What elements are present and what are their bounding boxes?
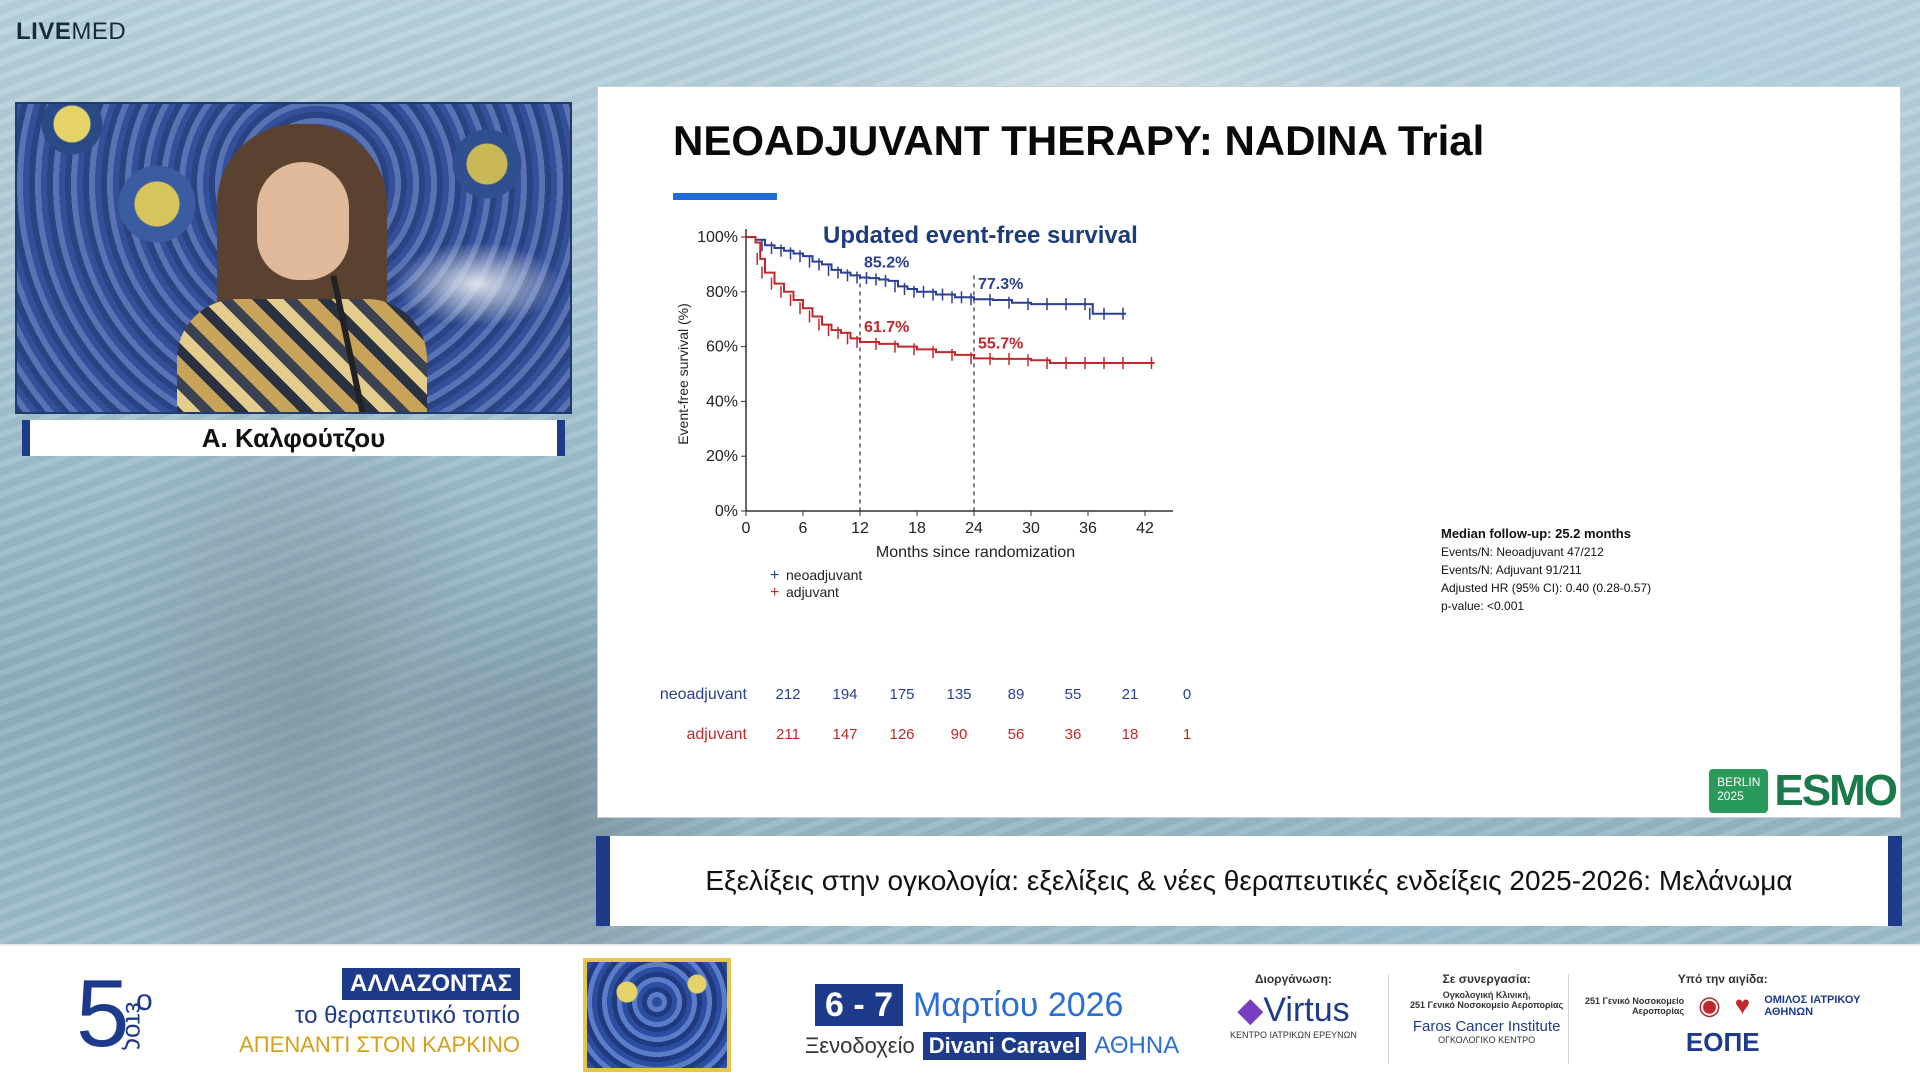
event-dates: 6 - 7 Μαρτίου 2026 (815, 984, 1123, 1026)
y-axis-label: Event-free survival (%) (675, 303, 691, 445)
legend-label: adjuvant (786, 584, 839, 600)
survival-rate-label: 55.7% (978, 335, 1023, 352)
survival-rate-label: 61.7% (864, 319, 909, 336)
legend-label: neoadjuvant (786, 567, 862, 583)
x-tick-label: 18 (908, 520, 926, 537)
y-tick-label: 20% (706, 448, 738, 465)
stats-line: p-value: <0.001 (1441, 599, 1524, 613)
speaker-figure (177, 124, 427, 412)
risk-count: 1 (1183, 726, 1191, 743)
esmo-logo: BERLIN 2025 ESMO (1709, 769, 1898, 813)
km-curve-neoadjuvant (746, 236, 1126, 315)
x-tick-label: 0 (742, 520, 751, 537)
stats-line: Adjusted HR (95% CI): 0.40 (0.28-0.57) (1441, 581, 1651, 595)
partner: Σε συνεργασία: Ογκολογική Κλινική, 251 Γ… (1410, 972, 1564, 1045)
chart-title: Updated event-free survival (823, 222, 1138, 249)
starry-night-image (583, 958, 731, 1072)
risk-count: 36 (1065, 726, 1082, 743)
title-underline (673, 193, 777, 200)
x-tick-label: 6 (799, 520, 808, 537)
risk-count: 212 (775, 686, 800, 703)
risk-count: 21 (1122, 686, 1139, 703)
edition-number: 5 (76, 960, 130, 1067)
stats-line: Events/N: Neoadjuvant 47/212 (1441, 545, 1604, 559)
risk-count: 175 (889, 686, 914, 703)
risk-count: 0 (1183, 686, 1191, 703)
risk-count: 18 (1122, 726, 1139, 743)
risk-count: 135 (946, 686, 971, 703)
survival-rate-label: 85.2% (864, 255, 909, 272)
footer-banner: 5 ο έτος ΑΛΛΑΖΟΝΤΑΣ το θεραπευτικό τοπίο… (0, 944, 1920, 1080)
risk-count: 211 (776, 726, 800, 743)
legend-marker: + (770, 584, 779, 601)
risk-count: 56 (1008, 726, 1025, 743)
session-caption: Εξελίξεις στην ογκολογία: εξελίξεις & νέ… (596, 836, 1902, 926)
risk-count: 147 (832, 726, 857, 743)
y-tick-label: 0% (715, 503, 738, 520)
event-slogan: ΑΛΛΑΖΟΝΤΑΣ το θεραπευτικό τοπίο ΑΠΕΝΑΝΤΙ… (239, 968, 520, 1057)
y-tick-label: 80% (706, 284, 738, 301)
y-tick-label: 40% (706, 393, 738, 410)
risk-row-label: adjuvant (687, 726, 748, 743)
km-curve-adjuvant (746, 236, 1155, 365)
stats-line: Events/N: Adjuvant 91/211 (1441, 563, 1582, 577)
x-tick-label: 12 (851, 520, 869, 537)
survival-rate-label: 77.3% (978, 276, 1023, 293)
x-tick-label: 36 (1079, 520, 1097, 537)
auspices: Υπό την αιγίδα: 251 Γενικό Νοσοκομείο Αερ… (1585, 972, 1861, 1057)
km-chart: 0% 20% 40% 60% 80% 100% 0 6 12 18 24 30 36 42 Months s… (660, 229, 1651, 743)
risk-count: 90 (951, 726, 968, 743)
presentation-slide: NEOADJUVANT THERAPY: NADINA Trial Update… (597, 86, 1901, 818)
x-axis-label: Months since randomization (876, 544, 1075, 561)
stats-line: Median follow-up: 25.2 months (1441, 526, 1631, 541)
risk-count: 89 (1008, 686, 1025, 703)
y-tick-label: 60% (706, 339, 738, 356)
x-tick-label: 24 (965, 520, 983, 537)
livemed-logo: LIVEMED (16, 18, 127, 45)
speaker-video (15, 102, 572, 414)
risk-count: 55 (1065, 686, 1082, 703)
organizer: Διοργάνωση: ◆Virtus ΚΕΝΤΡΟ ΙΑΤΡΙΚΩΝ ΕΡΕΥ… (1230, 972, 1357, 1040)
y-tick-label: 100% (697, 229, 738, 246)
event-venue: Ξενοδοχείο Divani Caravel ΑΘΗΝΑ (805, 1032, 1180, 1060)
legend-marker: + (770, 567, 779, 584)
slide-title: NEOADJUVANT THERAPY: NADINA Trial (673, 117, 1485, 164)
x-tick-label: 30 (1022, 520, 1040, 537)
x-tick-label: 42 (1136, 520, 1154, 537)
risk-count: 194 (832, 686, 857, 703)
risk-count: 126 (889, 726, 914, 743)
speaker-name: Α. Καλφούτζου (22, 420, 565, 456)
risk-row-label: neoadjuvant (660, 686, 748, 703)
